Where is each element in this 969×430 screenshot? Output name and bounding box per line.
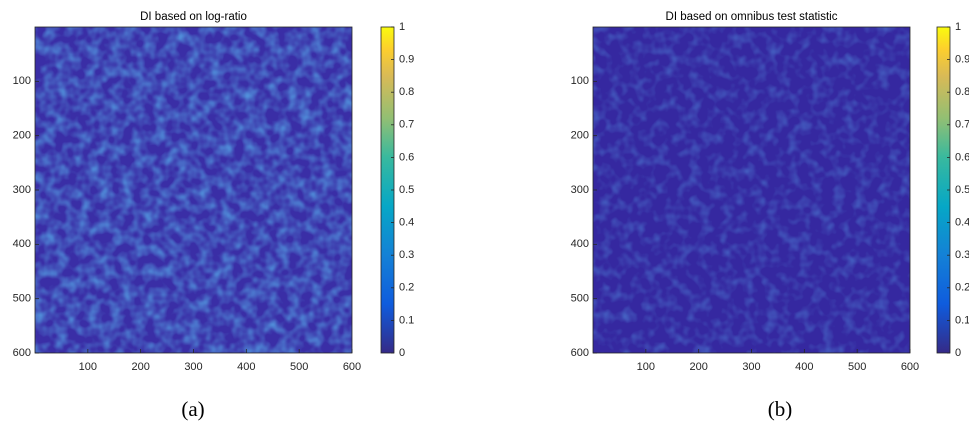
x-tick-label: 300 [184, 361, 202, 373]
colorbar-tick-label: 1 [399, 21, 405, 33]
colorbar-tick-label: 0.3 [955, 249, 969, 261]
x-tick-label: 500 [290, 361, 308, 373]
colorbar-tick-label: 0.5 [955, 184, 969, 196]
colorbar-tick-label: 0.8 [955, 86, 969, 98]
y-tick-label: 400 [571, 238, 589, 250]
y-tick-label: 400 [13, 238, 31, 250]
y-tick-label: 600 [571, 347, 589, 359]
y-tick-label: 300 [13, 184, 31, 196]
y-tick-label: 100 [13, 75, 31, 87]
x-tick-label: 100 [79, 361, 97, 373]
x-tick-label: 200 [689, 361, 707, 373]
colorbar-tick-label: 0.4 [955, 217, 969, 229]
colorbar-tick-label: 0.3 [399, 249, 414, 261]
x-tick-label: 600 [901, 361, 919, 373]
y-tick-label: 100 [571, 75, 589, 87]
image-texture [35, 27, 352, 353]
y-tick-label: 500 [571, 293, 589, 305]
colorbar-tick-label: 0.9 [955, 54, 969, 66]
y-tick-label: 500 [13, 293, 31, 305]
x-tick-label: 200 [131, 361, 149, 373]
x-tick-label: 400 [795, 361, 813, 373]
x-tick-label: 300 [742, 361, 760, 373]
y-tick-label: 600 [13, 347, 31, 359]
colorbar-tick-label: 0 [955, 347, 961, 359]
colorbar-tick-label: 0.5 [399, 184, 414, 196]
panel-title: DI based on omnibus test statistic [666, 11, 838, 23]
colorbar-tick-label: 0.2 [399, 282, 414, 294]
colorbar-tick-label: 0.7 [399, 119, 414, 131]
colorbar-tick-label: 1 [955, 21, 961, 33]
colorbar-tick-label: 0.6 [955, 151, 969, 163]
colorbar-tick-label: 0.9 [399, 54, 414, 66]
y-tick-label: 200 [571, 130, 589, 142]
colorbar-tick-label: 0.8 [399, 86, 414, 98]
image-texture [593, 27, 910, 353]
colorbar-tick-label: 0.1 [955, 314, 969, 326]
panel-title: DI based on log-ratio [140, 11, 247, 23]
colorbar-tick-label: 0.2 [955, 282, 969, 294]
colorbar-tick-label: 0.6 [399, 151, 414, 163]
colorbar-tick-label: 0.7 [955, 119, 969, 131]
x-tick-label: 600 [343, 361, 361, 373]
panel-caption: (b) [768, 397, 793, 421]
x-tick-label: 500 [848, 361, 866, 373]
colorbar-tick-label: 0.1 [399, 314, 414, 326]
colorbar-tick-label: 0 [399, 347, 405, 359]
x-tick-label: 400 [237, 361, 255, 373]
panel-caption: (a) [181, 397, 204, 421]
x-tick-label: 100 [637, 361, 655, 373]
y-tick-label: 200 [13, 130, 31, 142]
colorbar-tick-label: 0.4 [399, 217, 414, 229]
y-tick-label: 300 [571, 184, 589, 196]
